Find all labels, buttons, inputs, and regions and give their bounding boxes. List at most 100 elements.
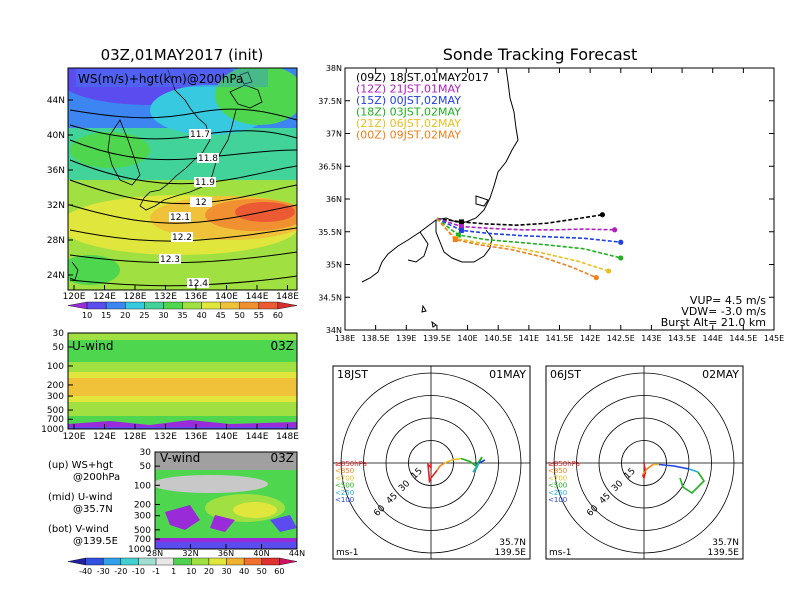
ws-colorbar-cell [239,301,260,310]
hodograph-legend-entry: <850 [335,467,354,475]
wind-colorbar-cell [173,557,192,566]
track-ytick-label: 35.5N [318,228,342,237]
track-ytick-label: 35N [326,261,342,270]
hodograph-segment [641,462,647,481]
uwind-ytick-label: 30 [53,329,65,339]
hodograph-segment [444,457,462,464]
ws-colorbar-cell [258,301,279,310]
uwind-ytick-label: 500 [47,406,64,416]
legend-mid-2: @35.7N [73,504,113,515]
wind-colorbar-cell [191,557,210,566]
contour-label-bg [194,177,216,187]
track-3h-marker-1 [458,224,464,230]
map-frame [67,67,298,291]
wind-colorbar-label: 20 [204,567,214,576]
wind-colorbar-label: -40 [79,567,92,576]
uwind-ytick-label: 700 [47,415,64,425]
uwind-xtick-label: 132E [154,432,177,442]
vwind-ytick-label: 300 [134,512,151,522]
hodograph-segment [478,459,486,464]
ws-colorbar-label: 15 [101,311,111,320]
track-3h-marker-0 [458,219,464,225]
vwind-label: V-wind [160,451,200,465]
panel-legend: (up) WS+hgt @200hPa (mid) U-wind @35.7N … [48,460,120,547]
map-ytick-label: 36N [47,166,65,176]
contour-label: 12 [195,198,206,208]
hodograph-time: 18JST [337,368,368,381]
wind-colorbar-cell [120,557,139,566]
contour-label: 12.4 [188,279,208,289]
track-end-point-1 [612,227,618,233]
track-xtick-label: 142.5E [607,334,635,343]
map-xtick-label: 140E [215,292,238,302]
init-title: 03Z,01MAY2017 (init) [101,46,264,64]
wind-colorbar-label: -1 [152,567,160,576]
map-ytick-label: 44N [47,96,65,106]
hodograph-frame [545,365,744,560]
uwind-ytick-label: 50 [53,343,65,353]
wind-colorbar-cell [138,557,157,566]
map-xtick-label: 148E [276,292,299,302]
legend-up-2: @200hPa [73,472,120,483]
track-xtick-label: 141.5E [546,334,574,343]
ws-colorbar-label: 60 [273,311,283,320]
vwind-xtick-label: 32N [182,549,198,558]
contour-label: 11.8 [198,154,218,164]
uwind-ytick-label: 300 [47,392,64,402]
track-end-point-0 [599,212,606,218]
track-3h-marker-5 [452,237,458,243]
contour-label-bg [171,232,193,242]
track-series [436,212,624,281]
track-legend-entry-1: (12Z) 21JST,01MAY [356,83,461,96]
wind-colorbar-cell [208,557,227,566]
hodograph-legend-entry: <100 [335,496,354,504]
ws-colorbar-label: 35 [177,311,187,320]
tracking-title: Sonde Tracking Forecast [443,45,638,64]
hodograph-legend-entry: <250 [335,489,354,497]
hodograph-lon: 139.5E [495,548,527,558]
contour-label-bg [187,278,209,288]
uwind-ytick-label: 1000 [41,425,64,435]
track-end-point-5 [593,275,599,281]
track-3h-marker-3 [455,232,461,238]
vwind-ytick-label: 500 [134,526,151,536]
hodograph-legend-entry: <500 [548,482,567,490]
uwind-xtick-label: 144E [246,432,269,442]
hodograph-lon: 139.5E [708,548,740,558]
map-variable-label: WS(m/s)+hgt(km)@200hPa [78,72,243,86]
contour-label-bg [189,129,211,139]
track-legend-entry-5: (00Z) 09JST,02MAY [356,129,461,142]
hodograph-date: 01MAY [489,368,526,381]
wind-colorbar: -40 -30 -20 -10 -1 1 10 20 30 40 50 60 [67,557,298,576]
vwind-section [155,452,297,549]
wind-colorbar-cell [261,557,280,566]
hodograph-legend-entry: <100 [548,496,567,504]
wind-colorbar-label: 40 [239,567,249,576]
vwind-ytick-label: 50 [140,462,152,472]
hodograph-unit: ms-1 [549,548,571,558]
hodograph-lat: 35.7N [499,538,526,548]
hodograph-legend-entry: <700 [548,474,567,482]
ws-colorbar-label: 20 [120,311,130,320]
ws-colorbar-cell [67,301,88,310]
track-3h-marker-2 [458,227,464,233]
track-map [361,68,624,328]
track-xtick-label: 140E [457,334,477,343]
contour-labels: 11.7 11.8 11.9 12 12.1 12.2 12.3 12.4 [159,129,219,289]
hodograph-legend-entry: <250 [548,489,567,497]
hodograph-segment [688,468,699,473]
wind-colorbar-label: -10 [132,567,145,576]
ws-colorbar-cell [125,301,145,310]
track-xtick-label: 139.5E [423,334,451,343]
track-legend-entry-2: (15Z) 00JST,02MAY [356,94,461,107]
track-xtick-label: 141E [519,334,539,343]
contour-label-bg [159,254,181,264]
uwind-ytick-label: 100 [47,362,64,372]
track-xtick-label: 138.5E [362,334,390,343]
hodograph-segment [641,463,654,476]
wind-colorbar-cell [103,557,122,566]
contour-label-bg [197,153,219,163]
map-xtick-label: 124E [93,292,116,302]
hodograph-unit: ms-1 [336,548,358,558]
